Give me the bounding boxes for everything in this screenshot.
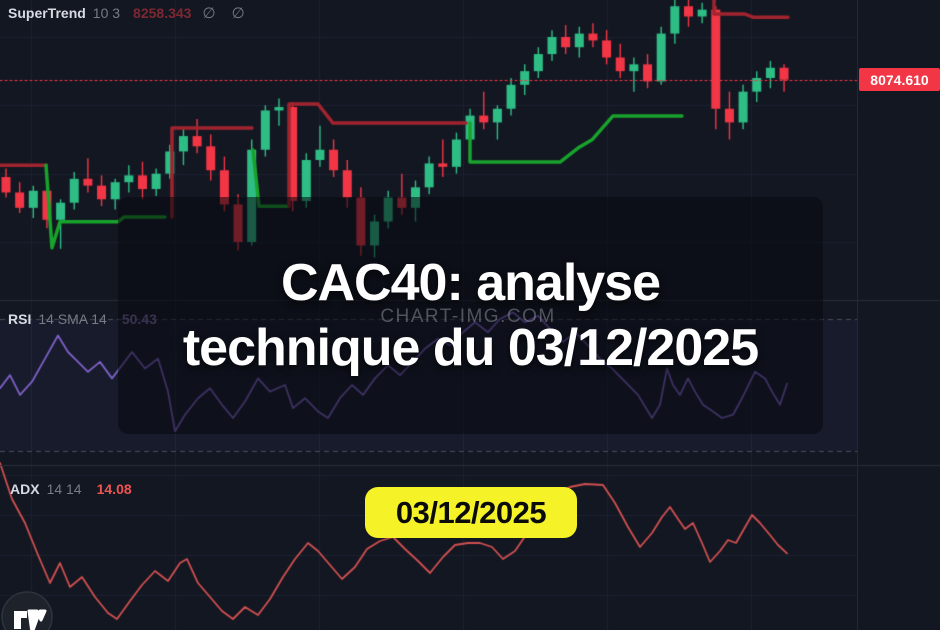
price-axis-separator <box>857 0 858 630</box>
supertrend-label: SuperTrend <box>8 5 86 21</box>
rsi-params: 14 SMA 14 <box>38 311 107 327</box>
legend-adx[interactable]: ADX 14 14 14.08 <box>10 481 132 497</box>
last-price-value: 8074.610 <box>870 71 929 88</box>
page-title: CAC40: analyse technique du 03/12/2025 <box>118 197 823 434</box>
date-badge: 03/12/2025 <box>365 487 577 538</box>
chart-img-watermark: CHART-IMG.COM <box>380 306 556 327</box>
supertrend-empty-icons: ∅ ∅ <box>202 5 251 22</box>
last-price-badge: 8074.610 <box>859 68 940 91</box>
legend-supertrend[interactable]: SuperTrend 10 3 8258.343 ∅ ∅ <box>8 4 251 22</box>
price-axis[interactable]: 8200.0008000.0007800.0007600.00060.0040.… <box>857 0 940 630</box>
adx-value: 14.08 <box>96 481 132 497</box>
title-overlay-backdrop <box>118 197 823 434</box>
supertrend-params: 10 3 <box>92 5 121 21</box>
title-line-1: CAC40: analyse <box>280 254 661 313</box>
tradingview-logo-icon[interactable] <box>1 591 53 630</box>
title-line-2: technique du 03/12/2025 <box>182 318 759 377</box>
adx-params: 14 14 <box>46 481 82 497</box>
rsi-label: RSI <box>8 311 32 327</box>
supertrend-value: 8258.343 <box>133 5 192 21</box>
adx-label: ADX <box>10 481 40 497</box>
